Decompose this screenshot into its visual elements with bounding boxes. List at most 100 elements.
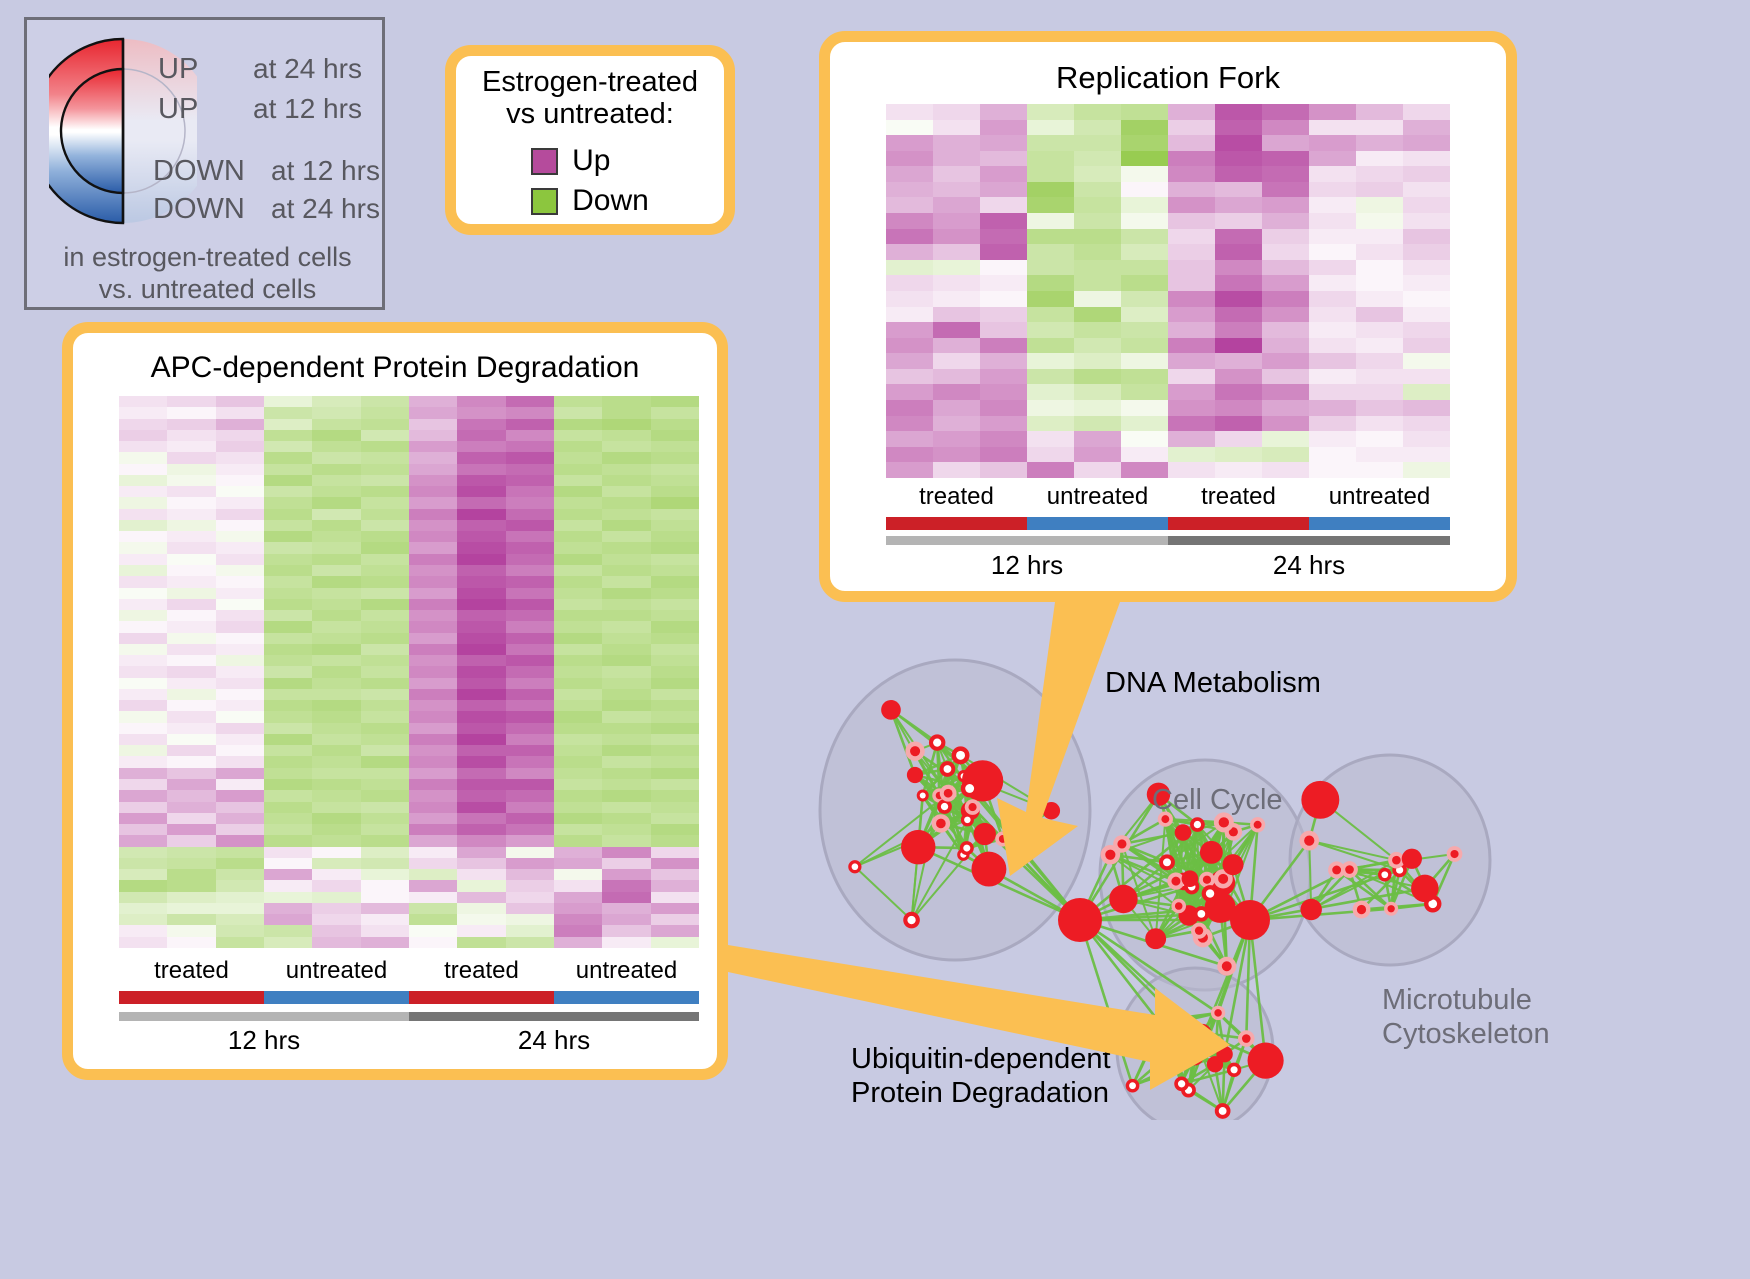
network-node[interactable] bbox=[1216, 1045, 1233, 1063]
network-node[interactable] bbox=[900, 829, 936, 865]
network-node[interactable] bbox=[1145, 928, 1167, 950]
network-node[interactable] bbox=[1446, 846, 1463, 862]
network-node[interactable] bbox=[1201, 885, 1219, 902]
network-node[interactable] bbox=[1214, 1103, 1231, 1119]
network-node[interactable] bbox=[1213, 869, 1233, 889]
legend-direction-down-12: DOWN bbox=[153, 155, 245, 187]
network-node[interactable] bbox=[1174, 1076, 1189, 1092]
network-node[interactable] bbox=[903, 911, 920, 929]
network-node[interactable] bbox=[1299, 830, 1320, 851]
network-node[interactable] bbox=[1174, 824, 1192, 841]
network-node[interactable] bbox=[951, 746, 970, 765]
network-node[interactable] bbox=[905, 741, 925, 761]
network-node[interactable] bbox=[959, 841, 974, 856]
network-node[interactable] bbox=[1300, 898, 1322, 921]
network-edge bbox=[1308, 839, 1400, 872]
network-node[interactable] bbox=[906, 766, 924, 784]
network-node[interactable] bbox=[1100, 844, 1121, 865]
network-edge bbox=[1079, 823, 1199, 922]
network-node[interactable] bbox=[960, 813, 974, 827]
network-node[interactable] bbox=[973, 822, 996, 846]
replication-fork-treatment-bar bbox=[886, 517, 1450, 530]
network-node[interactable] bbox=[1186, 1048, 1204, 1066]
apc-group-labels: treated untreated treated untreated bbox=[119, 957, 699, 985]
network-node[interactable] bbox=[1388, 851, 1405, 869]
network-node[interactable] bbox=[939, 784, 957, 802]
network-node[interactable] bbox=[1210, 1005, 1226, 1021]
replication-fork-time-bar bbox=[886, 536, 1450, 545]
network-node[interactable] bbox=[1159, 854, 1175, 871]
network-node[interactable] bbox=[960, 779, 979, 798]
group-label: treated bbox=[1201, 483, 1276, 510]
apc-time-labels: 12 hrs 24 hrs bbox=[119, 1025, 699, 1056]
network-node[interactable] bbox=[1193, 1023, 1212, 1042]
network-node[interactable] bbox=[1109, 884, 1138, 914]
network-node[interactable] bbox=[937, 799, 952, 814]
group-label: treated bbox=[444, 957, 519, 984]
network-node[interactable] bbox=[1352, 900, 1371, 919]
treatment-segment bbox=[1168, 517, 1309, 530]
legend-direction-down-24: DOWN bbox=[153, 193, 245, 225]
network-node[interactable] bbox=[1250, 817, 1266, 833]
cluster-label-ubiquitin-degradation: Ubiquitin-dependent Protein Degradation bbox=[851, 1043, 1111, 1110]
network-node[interactable] bbox=[1190, 922, 1208, 939]
network-node[interactable] bbox=[1171, 898, 1187, 914]
cluster-label-dna-metabolism: DNA Metabolism bbox=[1105, 667, 1321, 699]
network-node[interactable] bbox=[1328, 861, 1346, 879]
network-node[interactable] bbox=[1378, 867, 1392, 882]
treatment-segment bbox=[1309, 517, 1450, 530]
network-node[interactable] bbox=[848, 860, 862, 874]
network-node[interactable] bbox=[1226, 1062, 1242, 1077]
network-edge bbox=[854, 792, 949, 868]
network-edge bbox=[1308, 840, 1313, 910]
network-node[interactable] bbox=[1217, 956, 1237, 976]
network-node[interactable] bbox=[1058, 898, 1102, 942]
network-node[interactable] bbox=[1042, 802, 1061, 820]
network-edge bbox=[1348, 868, 1393, 910]
key-label-up: Up bbox=[572, 144, 611, 178]
network-node[interactable] bbox=[1181, 870, 1199, 888]
cluster-label-microtubule-line2: Cytoskeleton bbox=[1382, 1017, 1550, 1050]
network-node[interactable] bbox=[928, 734, 946, 751]
network-edge bbox=[1121, 843, 1157, 940]
network-node[interactable] bbox=[916, 789, 929, 802]
replication-fork-panel: Replication Fork treated untreated treated… bbox=[819, 31, 1517, 602]
key-title-line1: Estrogen-treated bbox=[481, 65, 698, 98]
network-node[interactable] bbox=[1213, 812, 1234, 833]
network-node[interactable] bbox=[1238, 1030, 1255, 1047]
network-node[interactable] bbox=[939, 761, 956, 777]
network-node[interactable] bbox=[964, 799, 981, 815]
network-node[interactable] bbox=[1125, 1078, 1140, 1093]
legend-time-down-24: at 24 hrs bbox=[271, 193, 380, 224]
network-edge bbox=[1248, 919, 1267, 1061]
network-node[interactable] bbox=[1411, 874, 1439, 903]
apc-heatmap bbox=[119, 396, 699, 948]
time-segment bbox=[119, 1012, 409, 1021]
network-node[interactable] bbox=[1167, 872, 1185, 890]
network-node[interactable] bbox=[1247, 1042, 1284, 1079]
network-node[interactable] bbox=[1190, 817, 1205, 832]
network-node[interactable] bbox=[1384, 901, 1399, 916]
network-node[interactable] bbox=[1154, 1013, 1170, 1028]
network-node[interactable] bbox=[1230, 900, 1270, 940]
network-node[interactable] bbox=[1401, 848, 1422, 869]
network-node[interactable] bbox=[1222, 854, 1244, 876]
network-node[interactable] bbox=[1199, 871, 1215, 888]
replication-fork-heatmap bbox=[886, 104, 1450, 478]
network-node[interactable] bbox=[1301, 780, 1340, 819]
network-node[interactable] bbox=[1341, 861, 1358, 878]
network-node[interactable] bbox=[995, 831, 1011, 847]
network-node[interactable] bbox=[1199, 840, 1223, 864]
group-label: untreated bbox=[1328, 483, 1431, 510]
cluster-label-ubiquitin-line2: Protein Degradation bbox=[851, 1076, 1109, 1109]
network-node[interactable] bbox=[931, 814, 951, 833]
network-node[interactable] bbox=[1157, 811, 1173, 827]
legend-footer: in estrogen-treated cells vs. untreated … bbox=[27, 242, 388, 306]
key-item-down: Down bbox=[531, 184, 649, 218]
network-node[interactable] bbox=[971, 851, 1007, 887]
network-node[interactable] bbox=[1171, 1040, 1185, 1054]
network-node[interactable] bbox=[1146, 782, 1171, 807]
network-node[interactable] bbox=[881, 700, 901, 720]
key-title-line2: vs untreated: bbox=[506, 98, 674, 130]
